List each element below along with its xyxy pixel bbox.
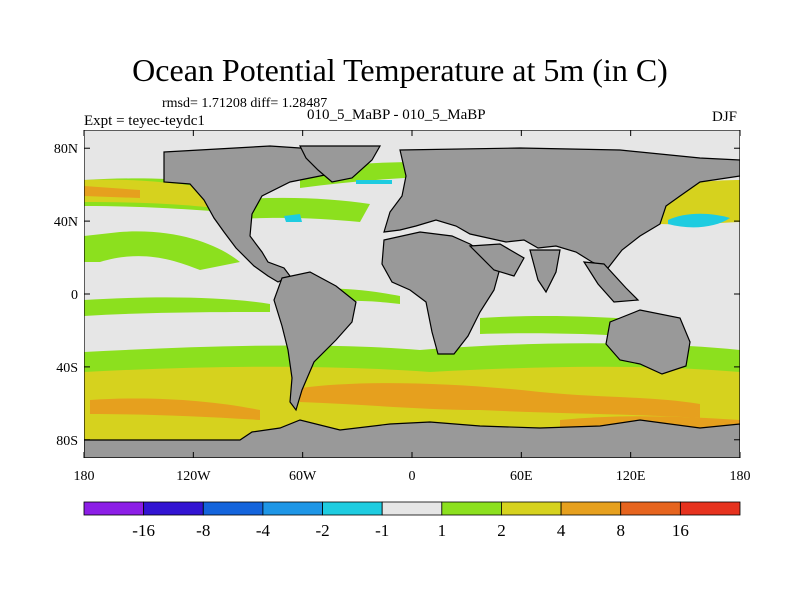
- x-tick-label: 120W: [176, 469, 211, 484]
- band-pacific-east-green: [84, 231, 240, 270]
- colorbar-bin: [501, 501, 562, 516]
- colorbar-bin: [202, 501, 264, 516]
- cold-anomaly-pacific: [668, 213, 730, 228]
- colorbar-bin: [679, 501, 741, 516]
- land-south-america: [273, 271, 357, 412]
- colorbar-label: 1: [438, 521, 447, 540]
- y-tick-label: 40N: [54, 215, 78, 230]
- x-tick-label: 60W: [289, 469, 317, 484]
- band-southern-orange: [300, 383, 700, 418]
- land-australia: [605, 309, 691, 375]
- colorbar-bin: [143, 501, 204, 516]
- colorbar-label: 2: [497, 521, 506, 540]
- colorbar-label: -4: [256, 521, 271, 540]
- band-southern-orange-2: [90, 398, 260, 420]
- chart-title: Ocean Potential Temperature at 5m (in C): [132, 52, 668, 88]
- x-tick-label: 180: [74, 469, 95, 484]
- land-masses: [84, 145, 740, 458]
- land-india: [529, 249, 561, 294]
- land-greenland: [299, 145, 382, 183]
- y-tick-label: 0: [71, 288, 78, 303]
- land-arabia: [468, 243, 525, 277]
- land-antarctica: [84, 419, 740, 458]
- rmsd-diff-stats: rmsd= 1.71208 diff= 1.28487: [162, 96, 328, 111]
- land-eurasia: [383, 147, 740, 269]
- cold-anomaly-atlantic: [284, 214, 302, 222]
- colorbar-label: 4: [557, 521, 566, 540]
- colorbar-bin: [441, 501, 502, 516]
- colorbar-label: -8: [196, 521, 210, 540]
- y-tick-label: 80N: [54, 142, 78, 157]
- band-tropical-pacific-green: [84, 297, 270, 316]
- colorbar-bin: [560, 501, 622, 516]
- y-tick-label: 40S: [56, 361, 78, 376]
- runs-label: 010_5_MaBP - 010_5_MaBP: [307, 107, 486, 123]
- colorbar-label: -2: [315, 521, 329, 540]
- colorbar-bin: [262, 501, 323, 516]
- colorbar-label: 16: [672, 521, 689, 540]
- band-atlantic-green: [230, 197, 370, 222]
- x-tick-label: 120E: [616, 469, 646, 484]
- experiment-label: Expt = teyec-teydc1: [84, 113, 205, 129]
- colorbar-bin: [83, 501, 145, 516]
- colorbar: -16 -8 -4 -2 -1 1 2 4 8 16: [83, 501, 741, 540]
- colorbar-label: 8: [616, 521, 625, 540]
- colorbar-bin: [322, 501, 383, 516]
- cold-anomaly-arctic: [356, 180, 392, 184]
- colorbar-label: -16: [132, 521, 155, 540]
- axis-ticks: 180 120W 60W 0 60E 120E 180 80N 40N 0 40S 80S: [54, 130, 751, 484]
- land-africa: [381, 231, 501, 355]
- x-tick-label: 60E: [510, 469, 533, 484]
- colorbar-bin: [381, 501, 443, 516]
- x-tick-label: 0: [409, 469, 416, 484]
- season-label: DJF: [712, 109, 738, 125]
- colorbar-bin: [620, 501, 681, 516]
- land-southeast-asia: [582, 261, 640, 303]
- x-tick-label: 180: [730, 469, 751, 484]
- colorbar-label: -1: [375, 521, 389, 540]
- band-pacific-orange: [84, 186, 140, 198]
- map-plot: [84, 130, 740, 458]
- y-tick-label: 80S: [56, 434, 78, 449]
